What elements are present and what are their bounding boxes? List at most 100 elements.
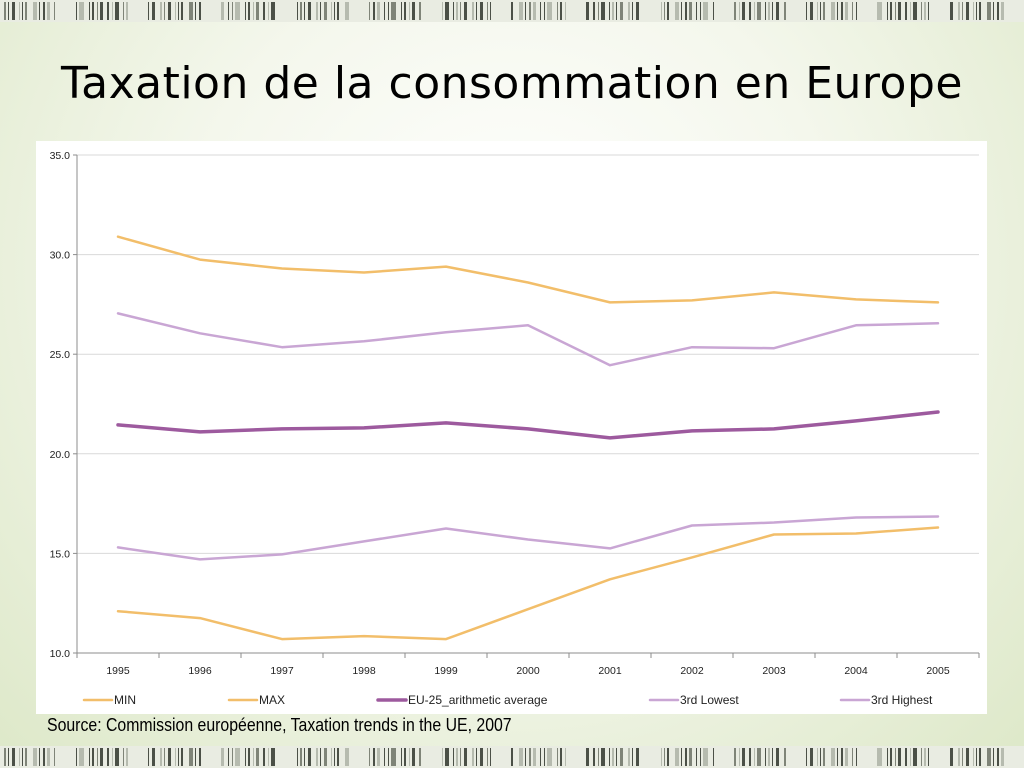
barcode-stripe bbox=[966, 748, 969, 766]
barcode-stripe bbox=[268, 2, 269, 20]
barcode-stripe bbox=[248, 748, 250, 766]
barcode-stripe bbox=[12, 2, 15, 20]
barcode-stripe bbox=[806, 2, 807, 20]
barcode-stripe bbox=[776, 748, 779, 766]
barcode-stripe bbox=[544, 2, 545, 20]
barcode-stripe bbox=[442, 748, 443, 766]
barcode-stripe bbox=[519, 748, 523, 766]
barcode-stripe bbox=[632, 2, 633, 20]
barcode-stripe bbox=[511, 748, 513, 766]
barcode-stripe bbox=[852, 748, 853, 766]
barcode-stripe bbox=[612, 748, 614, 766]
barcode-stripe bbox=[837, 748, 838, 766]
barcode-stripe bbox=[79, 748, 84, 766]
barcode-stripe bbox=[772, 2, 773, 20]
barcode-stripe bbox=[852, 2, 853, 20]
barcode-stripe bbox=[232, 748, 233, 766]
barcode-stripe bbox=[845, 2, 848, 20]
barcode-stripe bbox=[160, 748, 162, 766]
barcode-stripe bbox=[25, 2, 27, 20]
barcode-stripe bbox=[598, 748, 599, 766]
barcode-stripe bbox=[464, 748, 467, 766]
barcode-stripe bbox=[845, 748, 848, 766]
barcode-stripe bbox=[887, 748, 888, 766]
barcode-stripe bbox=[107, 2, 109, 20]
barcode-stripe bbox=[300, 748, 302, 766]
barcode-stripe bbox=[308, 2, 311, 20]
barcode-stripe bbox=[547, 2, 552, 20]
top-barcode-pattern bbox=[4, 2, 1004, 20]
barcode-stripe bbox=[700, 748, 701, 766]
barcode-stripe bbox=[256, 748, 259, 766]
barcode-stripe bbox=[661, 748, 662, 766]
barcode-stripe bbox=[345, 2, 349, 20]
barcode-stripe bbox=[316, 2, 318, 20]
barcode-stripe bbox=[525, 748, 526, 766]
barcode-stripe bbox=[419, 2, 421, 20]
barcode-stripe bbox=[557, 748, 558, 766]
barcode-stripe bbox=[841, 2, 843, 20]
line-chart: 10.0 15.0 20.0 25.0 30.0 35.0 1995 1996 1997 1998… bbox=[50, 150, 980, 707]
barcode-stripe bbox=[962, 2, 963, 20]
barcode-stripe bbox=[453, 748, 454, 766]
barcode-stripe bbox=[487, 2, 488, 20]
y-tick-label: 20.0 bbox=[50, 449, 71, 461]
barcode-stripe bbox=[8, 2, 9, 20]
barcode-stripe bbox=[54, 748, 55, 766]
barcode-stripe bbox=[445, 748, 449, 766]
barcode-stripe bbox=[877, 2, 882, 20]
barcode-stripe bbox=[404, 2, 406, 20]
series-line-3rd-lowest bbox=[116, 515, 940, 561]
barcode-stripe bbox=[987, 2, 991, 20]
barcode-stripe bbox=[442, 2, 443, 20]
barcode-stripe bbox=[253, 2, 254, 20]
source-caption: Source: Commission européenne, Taxation … bbox=[47, 715, 512, 735]
barcode-stripe bbox=[460, 748, 461, 766]
barcode-stripe bbox=[609, 2, 610, 20]
barcode-stripe bbox=[97, 2, 98, 20]
barcode-stripe bbox=[148, 748, 149, 766]
barcode-stripe bbox=[168, 2, 171, 20]
barcode-stripe bbox=[181, 748, 183, 766]
barcode-stripe bbox=[810, 2, 813, 20]
x-tick-label: 2000 bbox=[516, 665, 540, 677]
barcode-stripe bbox=[928, 748, 929, 766]
barcode-stripe bbox=[856, 748, 857, 766]
barcode-stripe bbox=[472, 748, 474, 766]
x-tick-label: 1997 bbox=[270, 665, 294, 677]
barcode-stripe bbox=[373, 2, 375, 20]
barcode-stripe bbox=[757, 748, 761, 766]
barcode-stripe bbox=[620, 748, 623, 766]
barcode-stripe bbox=[681, 2, 682, 20]
barcode-stripe bbox=[806, 748, 807, 766]
bottom-barcode-pattern bbox=[4, 748, 1004, 766]
barcode-stripe bbox=[245, 2, 246, 20]
barcode-stripe bbox=[39, 2, 40, 20]
barcode-stripe bbox=[181, 2, 183, 20]
barcode-stripe bbox=[115, 2, 119, 20]
barcode-stripe bbox=[739, 2, 740, 20]
barcode-stripe bbox=[890, 748, 892, 766]
barcode-stripe bbox=[895, 748, 896, 766]
barcode-stripe bbox=[586, 2, 589, 20]
barcode-stripe bbox=[33, 748, 37, 766]
barcode-stripe bbox=[765, 748, 766, 766]
barcode-stripe bbox=[25, 748, 27, 766]
barcode-stripe bbox=[164, 748, 165, 766]
barcode-stripe bbox=[754, 2, 755, 20]
legend-label: MIN bbox=[114, 693, 136, 707]
barcode-stripe bbox=[168, 748, 171, 766]
barcode-stripe bbox=[401, 2, 402, 20]
barcode-stripe bbox=[612, 2, 614, 20]
barcode-stripe bbox=[540, 2, 541, 20]
barcode-stripe bbox=[910, 748, 911, 766]
barcode-stripe bbox=[152, 748, 155, 766]
barcode-stripe bbox=[164, 2, 165, 20]
x-tick-label: 1998 bbox=[352, 665, 376, 677]
barcode-stripe bbox=[43, 748, 45, 766]
barcode-stripe bbox=[966, 2, 969, 20]
barcode-stripe bbox=[175, 748, 176, 766]
barcode-stripe bbox=[175, 2, 176, 20]
barcode-stripe bbox=[810, 748, 813, 766]
barcode-stripe bbox=[490, 748, 491, 766]
